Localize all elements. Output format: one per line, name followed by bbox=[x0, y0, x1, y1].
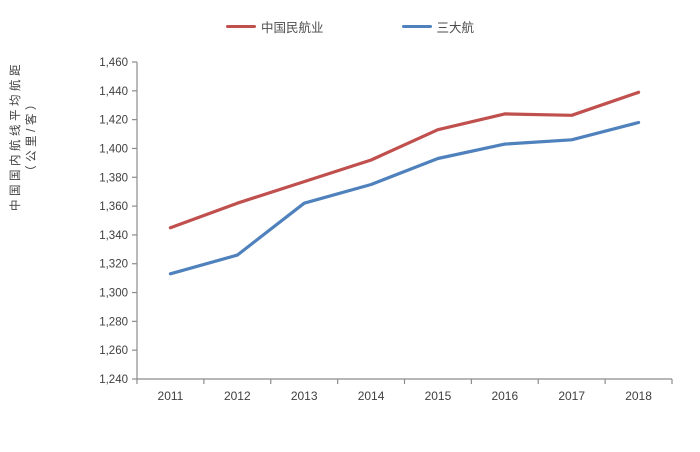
legend-line-swatch-red bbox=[225, 24, 256, 29]
y-tick-label: 1,440 bbox=[99, 86, 128, 98]
x-tick-label: 2011 bbox=[158, 389, 184, 403]
x-tick-label: 2012 bbox=[224, 389, 251, 403]
x-tick-label: 2013 bbox=[291, 389, 318, 403]
series-line-2 bbox=[168, 120, 641, 276]
y-tick-label: 1,400 bbox=[99, 143, 128, 155]
x-tick-label: 2015 bbox=[425, 389, 452, 403]
y-tick-label: 1,240 bbox=[99, 374, 128, 386]
legend-label: 三大航 bbox=[436, 21, 475, 35]
legend-line-swatch-blue bbox=[401, 24, 432, 29]
y-tick-label: 1,460 bbox=[99, 57, 128, 69]
y-tick-label: 1,320 bbox=[99, 259, 128, 271]
chart-legend: 中国民航业 三大航 bbox=[0, 17, 700, 36]
y-tick-label: 1,340 bbox=[99, 230, 128, 242]
y-tick-label: 1,420 bbox=[99, 115, 128, 127]
legend-item-civil-aviation: 中国民航业 bbox=[225, 17, 324, 36]
y-tick-label: 1,360 bbox=[99, 201, 128, 213]
y-tick-label: 1,260 bbox=[99, 345, 128, 357]
x-tick-label: 2017 bbox=[558, 389, 585, 403]
x-tick-label: 2014 bbox=[358, 389, 385, 403]
series-line-1 bbox=[168, 90, 641, 230]
y-tick-label: 1,280 bbox=[99, 316, 128, 328]
y-tick-label: 1,380 bbox=[99, 172, 128, 184]
x-tick-label: 2018 bbox=[625, 389, 652, 403]
y-tick-label: 1,300 bbox=[99, 288, 128, 300]
x-tick-label: 2016 bbox=[491, 389, 518, 403]
legend-item-three-majors: 三大航 bbox=[401, 17, 475, 36]
legend-label: 中国民航业 bbox=[260, 21, 324, 35]
